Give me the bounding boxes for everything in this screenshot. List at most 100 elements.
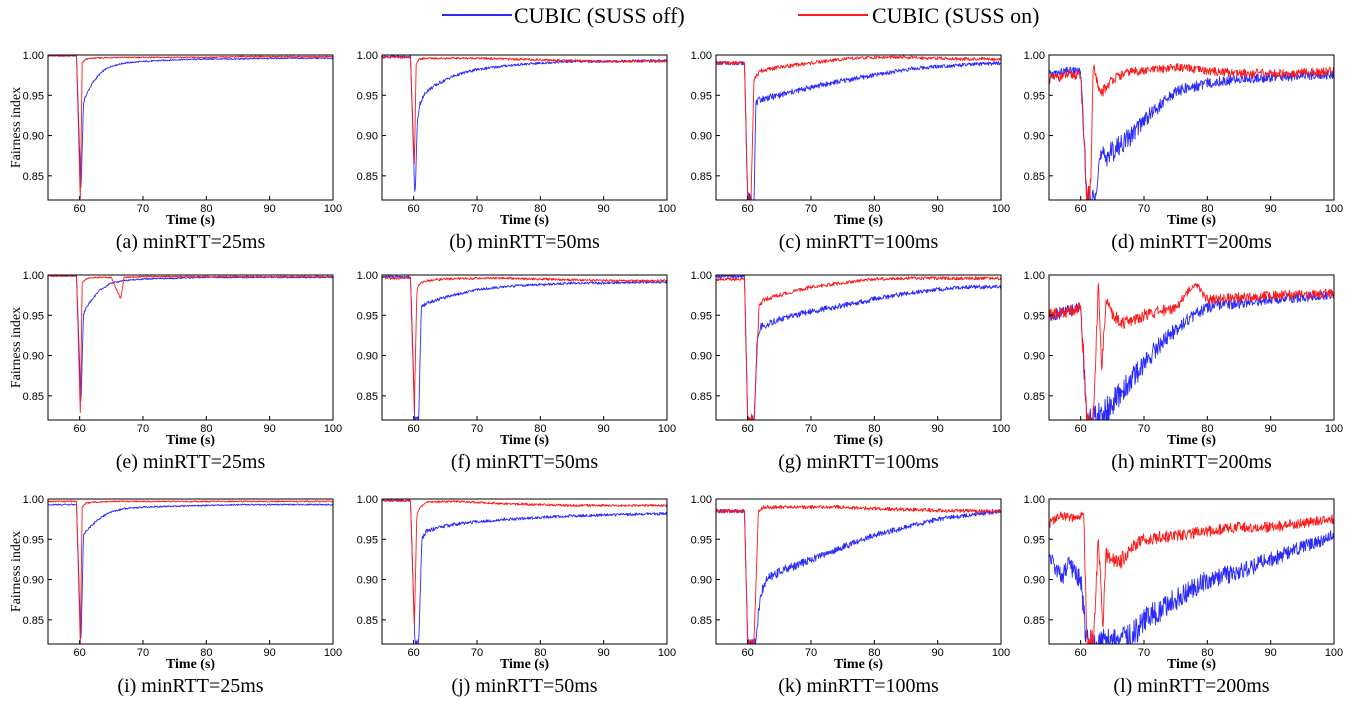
x-tick-label: 100 <box>1325 423 1343 435</box>
x-tick-label: 70 <box>805 203 817 215</box>
x-tick-label: 90 <box>1265 203 1277 215</box>
x-tick-label: 60 <box>408 647 420 659</box>
x-tick-label: 100 <box>658 423 676 435</box>
x-tick-label: 70 <box>1138 423 1150 435</box>
panel-i: 60 70 80 90 100 0.85 0.90 0.95 1.00 Time (s) Fairn… <box>9 494 342 697</box>
y-axis-label: Fairness index <box>9 87 24 168</box>
y-tick-label: 0.85 <box>23 615 44 627</box>
y-tick-label: 0.90 <box>691 351 712 363</box>
x-tick-label: 100 <box>324 647 342 659</box>
panel-caption: (j) minRTT=50ms <box>451 675 597 697</box>
y-tick-label: 0.95 <box>23 534 44 546</box>
x-tick-label: 60 <box>1075 423 1087 435</box>
figure-grid: 60 70 80 90 100 0.85 0.90 0.95 1.00 Time (s) Fairn… <box>9 50 1344 697</box>
y-tick-label: 0.85 <box>1024 171 1045 183</box>
panel-caption: (a) minRTT=25ms <box>116 231 266 253</box>
series-line-suss-on <box>1049 282 1334 420</box>
x-tick-label: 60 <box>408 203 420 215</box>
x-axis-label: Time (s) <box>1167 657 1216 672</box>
series-line-suss-off <box>716 508 1001 644</box>
x-tick-label: 80 <box>868 423 880 435</box>
x-tick-label: 100 <box>992 423 1010 435</box>
x-axis-label: Time (s) <box>166 213 215 228</box>
x-tick-label: 100 <box>992 647 1010 659</box>
series-line-suss-off <box>48 503 333 640</box>
y-axis-label: Fairness index <box>9 531 24 612</box>
y-tick-label: 0.90 <box>691 575 712 587</box>
plot-frame <box>715 274 1002 421</box>
y-tick-label: 0.90 <box>1024 575 1045 587</box>
x-tick-label: 70 <box>137 203 149 215</box>
panel-f: 60 70 80 90 100 0.85 0.90 0.95 1.00 Time (s) (f) m… <box>357 270 677 473</box>
x-tick-label: 90 <box>264 423 276 435</box>
y-tick-label: 1.00 <box>1024 270 1045 282</box>
y-tick-label: 0.95 <box>23 310 44 322</box>
y-tick-label: 1.00 <box>691 270 712 282</box>
y-tick-label: 0.85 <box>1024 391 1045 403</box>
plot-frame <box>1048 54 1335 201</box>
panel-g: 60 70 80 90 100 0.85 0.90 0.95 1.00 Time (s) (g) m… <box>691 270 1011 473</box>
y-tick-label: 0.90 <box>1024 131 1045 143</box>
y-tick-label: 0.85 <box>357 391 378 403</box>
x-tick-label: 60 <box>74 423 86 435</box>
x-tick-label: 60 <box>742 647 754 659</box>
y-tick-label: 1.00 <box>23 494 44 506</box>
series-line-suss-off <box>1049 530 1334 644</box>
x-tick-label: 100 <box>658 203 676 215</box>
y-tick-label: 0.85 <box>691 391 712 403</box>
x-tick-label: 100 <box>324 203 342 215</box>
legend-label-suss-off: CUBIC (SUSS off) <box>514 3 685 28</box>
series-line-suss-on <box>382 499 667 625</box>
y-tick-label: 0.85 <box>23 171 44 183</box>
plot-frame <box>1048 274 1335 421</box>
x-tick-label: 90 <box>932 423 944 435</box>
y-tick-label: 1.00 <box>357 494 378 506</box>
x-tick-label: 90 <box>264 647 276 659</box>
x-tick-label: 70 <box>1138 203 1150 215</box>
series-line-suss-off <box>1049 290 1334 420</box>
panel-a: 60 70 80 90 100 0.85 0.90 0.95 1.00 Time (s) Fairn… <box>9 50 342 253</box>
x-tick-label: 90 <box>598 423 610 435</box>
x-axis-label: Time (s) <box>166 433 215 448</box>
x-tick-label: 100 <box>1325 203 1343 215</box>
x-tick-label: 70 <box>471 647 483 659</box>
x-tick-label: 70 <box>1138 647 1150 659</box>
x-tick-label: 90 <box>932 647 944 659</box>
y-tick-label: 0.85 <box>357 615 378 627</box>
x-axis-label: Time (s) <box>500 433 549 448</box>
series-line-suss-off <box>48 275 333 402</box>
x-tick-label: 80 <box>868 647 880 659</box>
x-tick-label: 60 <box>74 647 86 659</box>
panel-k: 60 70 80 90 100 0.85 0.90 0.95 1.00 Time (s) (k) m… <box>691 494 1011 697</box>
series-line-suss-off <box>716 60 1001 200</box>
plot-frame <box>47 274 334 421</box>
y-tick-label: 1.00 <box>1024 50 1045 62</box>
x-tick-label: 80 <box>534 423 546 435</box>
x-tick-label: 90 <box>1265 647 1277 659</box>
x-tick-label: 80 <box>200 203 212 215</box>
series-line-suss-on <box>1049 63 1334 200</box>
x-tick-label: 60 <box>742 203 754 215</box>
y-tick-label: 0.95 <box>23 90 44 102</box>
y-tick-label: 1.00 <box>691 494 712 506</box>
y-tick-label: 1.00 <box>357 50 378 62</box>
y-tick-label: 1.00 <box>23 50 44 62</box>
panel-caption: (b) minRTT=50ms <box>449 231 600 253</box>
panel-caption: (k) minRTT=100ms <box>778 675 939 697</box>
x-tick-label: 70 <box>471 423 483 435</box>
panel-caption: (e) minRTT=25ms <box>116 451 266 473</box>
series-line-suss-off <box>382 499 667 644</box>
panel-e: 60 70 80 90 100 0.85 0.90 0.95 1.00 Time (s) Fairn… <box>9 270 342 473</box>
x-axis-label: Time (s) <box>500 657 549 672</box>
x-tick-label: 70 <box>137 423 149 435</box>
x-tick-label: 60 <box>408 423 420 435</box>
plot-frame <box>715 498 1002 645</box>
y-tick-label: 1.00 <box>691 50 712 62</box>
series-line-suss-off <box>48 55 333 189</box>
y-tick-label: 0.95 <box>691 534 712 546</box>
panel-caption: (c) minRTT=100ms <box>779 231 939 253</box>
plot-frame <box>1048 498 1335 645</box>
x-axis-label: Time (s) <box>1167 213 1216 228</box>
x-tick-label: 100 <box>658 647 676 659</box>
panel-d: 60 70 80 90 100 0.85 0.90 0.95 1.00 Time (s) (d) m… <box>1024 50 1344 253</box>
